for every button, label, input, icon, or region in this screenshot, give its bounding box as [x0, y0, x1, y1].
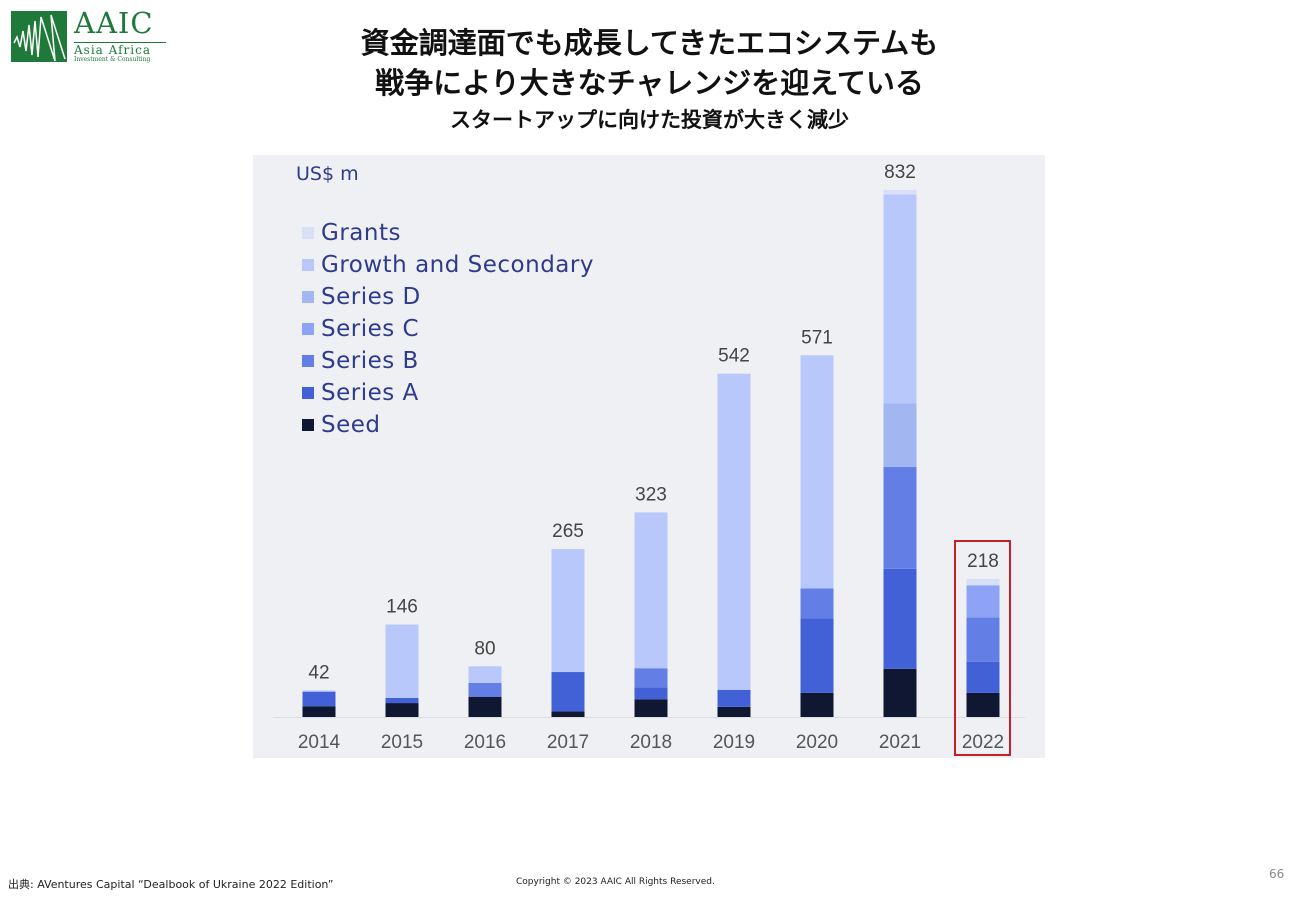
legend-label: Growth and Secondary: [321, 252, 594, 278]
logo-wave-icon: [11, 11, 67, 62]
slide-title-line2: 戦争により大きなチャレンジを迎えている: [375, 66, 924, 100]
total-label-2016: 80: [474, 638, 495, 659]
total-label-2019: 542: [718, 346, 750, 367]
chart-legend: Grants Growth and Secondary Series D Series…: [302, 217, 594, 441]
bar-segment-seed-2015: [385, 703, 419, 717]
bar-segment-seed-2019: [717, 706, 751, 717]
bar-segment-series-d-2021: [883, 403, 917, 467]
bar-segment-seed-2020: [800, 692, 834, 717]
legend-swatch-icon: [302, 291, 314, 303]
aaic-logo: AAIC Asia Africa Investment & Consulting: [11, 6, 167, 64]
legend-item: Series D: [302, 281, 594, 313]
bar-segment-growth-and-secondary-2014: [302, 690, 336, 692]
total-label-2022: 218: [967, 551, 999, 572]
bar-segment-grants-2022: [966, 578, 1000, 586]
legend-swatch-icon: [302, 259, 314, 271]
x-tick-label-2021: 2021: [879, 732, 921, 753]
legend-item: Series C: [302, 313, 594, 345]
slide-subtitle: スタートアップに向けた投資が大きく減少: [450, 108, 849, 132]
chart-plot: 42 2014 146 2015 80 2016 265 2017 323 2018 542 2019…: [273, 162, 1025, 753]
bar-segment-seed-2016: [468, 696, 502, 717]
total-label-2015: 146: [386, 597, 418, 618]
slide-title-line1: 資金調達面でも成長してきたエコシステムも: [360, 26, 939, 60]
total-label-2021: 832: [884, 162, 916, 183]
bar-segment-seed-2021: [883, 668, 917, 717]
source-note: 出典: AVentures Capital “Dealbook of Ukrai…: [8, 878, 334, 891]
bar-segment-series-c-2022: [966, 585, 1000, 618]
x-tick-label-2022: 2022: [962, 732, 1004, 753]
funding-chart: 42 2014 146 2015 80 2016 265 2017 323 2018 542 2019…: [253, 155, 1045, 758]
bar-segment-series-b-2020: [800, 588, 834, 619]
bar-segment-growth-and-secondary-2018: [634, 512, 668, 669]
legend-swatch-icon: [302, 387, 314, 399]
total-label-2014: 42: [308, 662, 329, 683]
legend-label: Series C: [321, 316, 420, 342]
bar-segment-seed-2014: [302, 706, 336, 717]
bar-segment-series-a-2021: [883, 568, 917, 669]
x-tick-label-2016: 2016: [464, 732, 506, 753]
legend-item: Seed: [302, 409, 594, 441]
bar-segment-growth-and-secondary-2020: [800, 355, 834, 589]
bar-segment-series-b-2018: [634, 668, 668, 688]
legend-item: Growth and Secondary: [302, 249, 594, 281]
bar-segment-series-a-2014: [302, 691, 336, 707]
bar-segment-series-b-2022: [966, 617, 1000, 662]
legend-swatch-icon: [302, 355, 314, 367]
bar-segment-seed-2017: [551, 711, 585, 717]
logo-subtitle: Asia Africa: [74, 42, 166, 57]
bar-segment-series-a-2019: [717, 689, 751, 707]
total-label-2020: 571: [801, 327, 833, 348]
highlight-box-2022: [954, 540, 1011, 756]
legend-label: Series B: [321, 348, 419, 374]
x-tick-label-2014: 2014: [298, 732, 341, 753]
bar-segment-growth-and-secondary-2016: [468, 666, 502, 683]
bar-segment-series-b-2021: [883, 466, 917, 569]
copyright: Copyright © 2023 AAIC All Rights Reserve…: [516, 877, 715, 887]
bar-segment-series-a-2015: [385, 697, 419, 704]
x-tick-label-2017: 2017: [547, 732, 589, 753]
legend-item: Grants: [302, 217, 594, 249]
legend-label: Grants: [321, 220, 401, 246]
bar-segment-series-a-2020: [800, 618, 834, 693]
legend-swatch-icon: [302, 323, 314, 335]
legend-swatch-icon: [302, 419, 314, 431]
bar-segment-series-a-2018: [634, 687, 668, 700]
legend-label: Seed: [321, 412, 381, 438]
total-label-2018: 323: [635, 484, 667, 505]
bar-segment-growth-and-secondary-2015: [385, 624, 419, 698]
legend-label: Series D: [321, 284, 421, 310]
x-tick-label-2020: 2020: [796, 732, 838, 753]
bar-segment-growth-and-secondary-2021: [883, 194, 917, 404]
bar-segment-series-a-2017: [551, 672, 585, 712]
legend-item: Series A: [302, 377, 594, 409]
bar-segment-growth-and-secondary-2019: [717, 373, 751, 690]
logo-text: AAIC: [74, 6, 154, 40]
legend-label: Series A: [321, 380, 419, 406]
bar-segment-growth-and-secondary-2017: [551, 549, 585, 673]
unit-label: US$ m: [296, 163, 359, 185]
page-number: 66: [1269, 867, 1285, 881]
bar-segment-series-b-2016: [468, 682, 502, 697]
x-tick-label-2018: 2018: [630, 732, 672, 753]
bar-segment-seed-2022: [966, 692, 1000, 717]
legend-swatch-icon: [302, 227, 314, 239]
x-tick-label-2019: 2019: [713, 732, 755, 753]
bar-segment-seed-2018: [634, 699, 668, 717]
logo-tagline: Investment & Consulting: [74, 56, 151, 63]
x-tick-label-2015: 2015: [381, 732, 423, 753]
bar-segment-grants-2021: [883, 190, 917, 195]
total-label-2017: 265: [552, 521, 584, 542]
legend-item: Series B: [302, 345, 594, 377]
bar-segment-series-a-2022: [966, 661, 1000, 693]
